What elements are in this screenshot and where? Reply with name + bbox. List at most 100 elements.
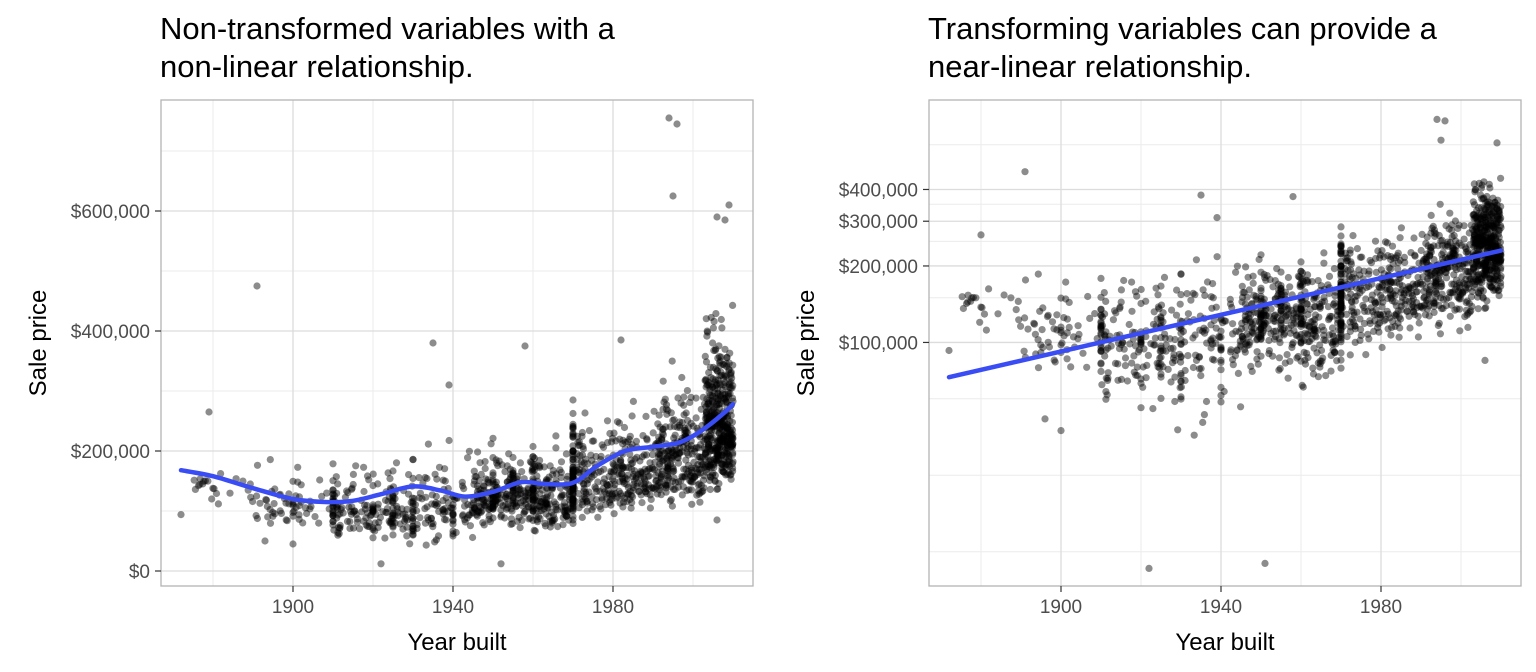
- chart-right-data-point: [1126, 340, 1134, 348]
- chart-left-data-point: [720, 468, 728, 476]
- chart-right-data-point: [1280, 331, 1288, 339]
- chart-left-data-point: [670, 485, 678, 493]
- chart-right-data-point: [1305, 322, 1313, 330]
- chart-right-data-point: [1387, 331, 1395, 339]
- chart-right-title-line2: near-linear relationship.: [928, 49, 1252, 84]
- chart-left-data-point: [724, 390, 732, 398]
- chart-left-data-point: [652, 471, 660, 480]
- chart-left-data-point: [708, 391, 716, 400]
- chart-right-data-point: [1394, 249, 1402, 257]
- chart-left-data-point: [719, 421, 727, 429]
- chart-right-data-point: [1449, 249, 1457, 258]
- chart-right-data-point: [1493, 255, 1501, 263]
- chart-left-data-point: [706, 385, 714, 393]
- chart-right-data-point: [1261, 274, 1269, 282]
- chart-right-data-point: [1496, 222, 1505, 230]
- chart-right-data-point: [1331, 336, 1339, 345]
- chart-right-y-tick-label: $300,000: [839, 212, 918, 233]
- chart-right-data-point: [1192, 256, 1200, 264]
- chart-right-data-point: [1155, 305, 1163, 313]
- chart-right-data-point: [1478, 195, 1486, 203]
- chart-left-data-point: [657, 473, 665, 482]
- chart-left-data-point: [724, 461, 733, 469]
- chart-left-data-point: [353, 518, 361, 526]
- chart-right-data-point: [969, 293, 977, 302]
- chart-right-data-point: [1497, 202, 1505, 211]
- chart-left-data-point: [597, 452, 605, 460]
- chart-right-data-point: [1337, 241, 1345, 249]
- chart-right-data-point: [1297, 303, 1305, 311]
- chart-right-data-point: [1337, 247, 1345, 255]
- chart-left-data-point: [671, 478, 680, 487]
- chart-right-data-point: [1229, 361, 1237, 369]
- chart-right-data-point: [1486, 254, 1494, 262]
- chart-right-data-point: [1257, 309, 1265, 318]
- chart-left-data-point: [557, 503, 566, 511]
- chart-left-data-point: [703, 435, 711, 443]
- chart-left-data-point: [717, 452, 726, 460]
- chart-right-data-point: [1483, 226, 1491, 234]
- chart-left-data-point: [656, 451, 664, 459]
- chart-left-data-point: [569, 500, 577, 508]
- chart-right-data-point: [1248, 328, 1256, 337]
- chart-left-data-point: [728, 443, 737, 451]
- chart-left-data-point: [633, 482, 641, 490]
- chart-right-data-point: [1000, 291, 1008, 299]
- chart-left-data-point: [714, 452, 722, 460]
- chart-right-data-point: [1434, 321, 1442, 330]
- chart-left-data-point: [385, 517, 393, 525]
- chart-right-data-point: [1479, 262, 1487, 270]
- chart-left-data-point: [728, 418, 737, 426]
- chart-right-data-point: [1494, 230, 1502, 238]
- chart-right-data-point: [1469, 264, 1477, 272]
- chart-left-data-point: [543, 500, 551, 508]
- chart-right-data-point: [968, 294, 976, 302]
- chart-right-data-point: [1240, 288, 1248, 296]
- chart-left-data-point: [616, 435, 624, 443]
- chart-right-data-point: [1277, 309, 1285, 317]
- chart-left-data-point: [283, 517, 291, 525]
- chart-left-data-point: [505, 450, 513, 458]
- chart-right-data-point: [1320, 326, 1328, 334]
- chart-left-data-point: [659, 377, 667, 385]
- chart-right-data-point: [1397, 306, 1405, 314]
- chart-right-data-point: [1484, 200, 1492, 208]
- chart-left-data-point: [624, 489, 632, 497]
- chart-right-data-point: [1474, 276, 1482, 284]
- chart-right-data-point: [1314, 359, 1322, 367]
- chart-right-data-point: [1039, 304, 1047, 312]
- chart-left-data-point: [673, 423, 682, 431]
- chart-right-y-tick-label: $100,000: [839, 333, 918, 354]
- chart-right-data-point: [1149, 320, 1158, 328]
- chart-left-data-point: [665, 452, 673, 460]
- chart-left-data-point: [533, 518, 542, 526]
- chart-left-data-point: [461, 518, 469, 526]
- chart-right-data-point: [1492, 218, 1500, 226]
- chart-right-data-point: [1376, 254, 1384, 262]
- chart-right-data-point: [1477, 240, 1485, 248]
- chart-right-smooth-line: [946, 248, 1504, 380]
- chart-left-data-point: [725, 201, 733, 209]
- chart-left-data-point: [602, 480, 611, 488]
- chart-left-data-point: [580, 485, 588, 493]
- chart-right-data-point: [1425, 302, 1433, 310]
- chart-right-data-point: [1269, 352, 1277, 360]
- chart-right-data-point: [1491, 242, 1499, 250]
- chart-right-data-point: [1393, 252, 1401, 260]
- chart-right-data-point: [1475, 256, 1483, 265]
- chart-left-data-point: [579, 445, 588, 453]
- chart-left-data-point: [569, 429, 577, 437]
- chart-right-data-point: [1297, 320, 1305, 328]
- chart-left-data-point: [655, 433, 663, 441]
- chart-left-data-point: [489, 454, 497, 462]
- chart-left-data-point: [641, 488, 650, 496]
- chart-right-data-point: [1337, 334, 1345, 342]
- chart-left-data-point: [537, 498, 546, 506]
- chart-right-data-point: [1156, 354, 1164, 362]
- chart-left-data-point: [546, 462, 554, 470]
- chart-left-data-point: [662, 454, 671, 462]
- chart-right-data-point: [1386, 290, 1395, 298]
- chart-left-data-point: [643, 436, 651, 444]
- chart-right-data-point: [1478, 181, 1486, 189]
- chart-left-data-point: [720, 418, 728, 426]
